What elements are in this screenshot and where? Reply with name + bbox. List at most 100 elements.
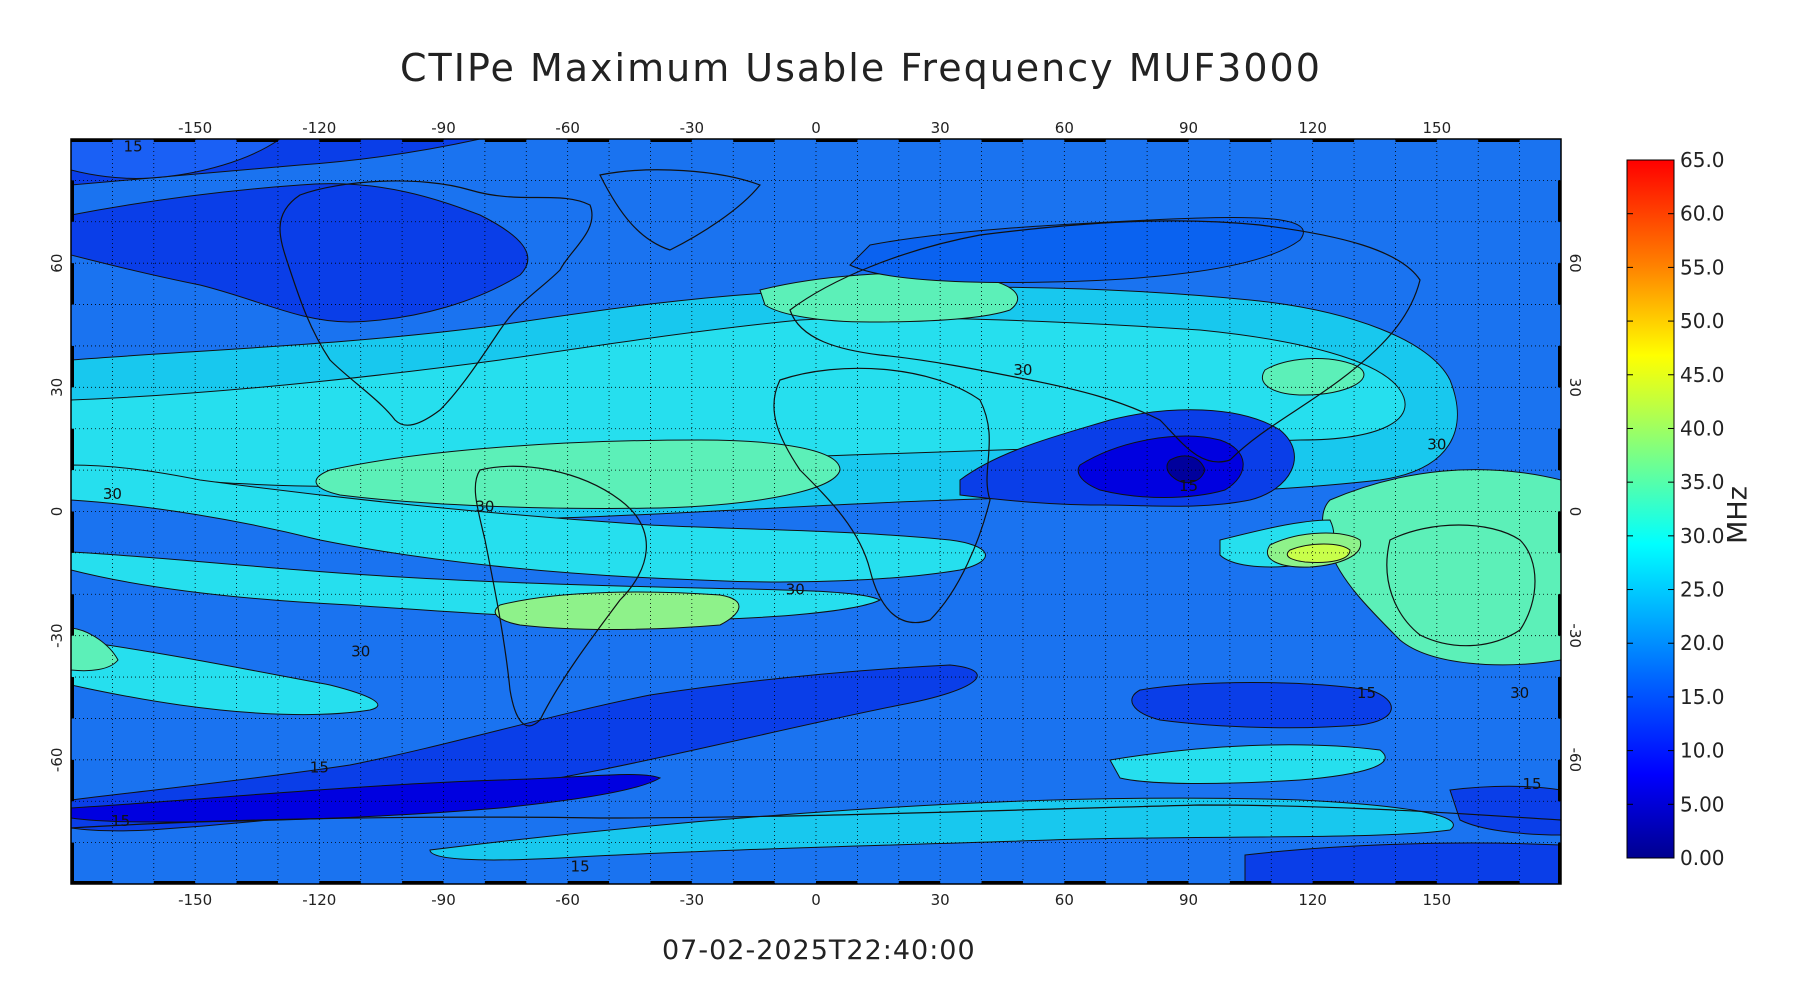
frame-tick [898,139,941,142]
lat-tick-label-right: 0 [1566,507,1584,517]
contour-label: 30 [1427,435,1446,453]
colorbar-tick-label: 55.0 [1680,255,1725,279]
contour-label: 15 [124,137,143,155]
lon-tick-label-top: 0 [811,119,821,137]
frame-tick [71,139,113,142]
frame-tick [402,881,444,884]
colorbar-tick-label: 35.0 [1680,470,1725,494]
frame-tick [816,139,858,142]
lat-tick-label-left: 0 [48,507,66,517]
colorbar-tick-label: 65.0 [1680,148,1725,172]
coastline [1386,524,1536,647]
coastline [599,169,761,251]
frame-tick [1558,180,1561,222]
lon-tick-label-top: -120 [302,119,336,137]
frame-tick [981,881,1023,884]
frame-tick [153,139,196,142]
lon-tick-label-bottom: 60 [1055,891,1074,909]
coastline [789,220,1421,463]
frame-tick [1064,881,1106,884]
lat-tick-label-right: 30 [1566,378,1584,397]
timestamp: 07-02-2025T22:40:00 [662,935,976,966]
frame-tick [71,511,74,553]
frame-tick [71,180,74,222]
frame-tick [71,345,74,388]
lon-tick-label-top: -150 [178,119,212,137]
frame-tick [71,594,74,636]
frame-tick [1064,139,1106,142]
lon-tick-label-bottom: 150 [1423,891,1452,909]
contour-label: 30 [475,498,494,516]
lat-tick-label-left: -60 [48,748,66,773]
colorbar-tick-label: 20.0 [1680,631,1725,655]
lat-tick-label-right: -60 [1566,748,1584,773]
colorbar-tick-label: 60.0 [1680,202,1725,226]
frame-tick [71,677,74,719]
contour-label: 30 [786,580,805,598]
frame-tick [1558,677,1561,719]
colorbar-unit: MHz [1722,486,1754,544]
contour-label: 15 [1522,775,1541,793]
lon-tick-label-top: 120 [1298,119,1327,137]
lon-tick-label-bottom: -90 [431,891,456,909]
colorbar-tick-label: 15.0 [1680,685,1725,709]
frame-tick [816,881,858,884]
frame-tick [319,139,361,142]
lon-tick-label-top: 150 [1423,119,1452,137]
contour-label: 15 [1179,477,1198,495]
chart-title: CTIPe Maximum Usable Frequency MUF3000 [400,46,1322,90]
frame-tick [319,881,361,884]
contour-label: 15 [571,858,590,876]
frame-tick [1229,139,1272,142]
frame-tick [1395,139,1437,142]
lon-tick-label-top: 30 [931,119,950,137]
coastline [474,465,647,727]
colorbar-tick-label: 30.0 [1680,524,1725,548]
colorbar [1626,159,1675,859]
frame-tick [71,428,74,471]
lat-tick-label-right: 60 [1566,254,1584,273]
coastline [279,180,593,426]
lon-tick-label-bottom: 0 [811,891,821,909]
frame-tick [650,881,692,884]
contour-label: 15 [111,812,130,830]
contour-region-north-low [71,183,529,323]
lat-tick-label-left: 60 [48,254,66,273]
frame-tick [1147,881,1189,884]
frame-tick [1312,881,1355,884]
lat-tick-label-right: -30 [1566,623,1584,648]
frame-tick [402,139,444,142]
colorbar-tick-label: 0.00 [1680,846,1725,870]
frame-tick [567,881,610,884]
frame-tick [733,881,775,884]
frame-tick [71,881,113,884]
lon-tick-label-top: 60 [1055,119,1074,137]
colorbar-tick-label: 5.00 [1680,792,1725,816]
colorbar-tick-label: 45.0 [1680,363,1725,387]
frame-tick [1558,263,1561,305]
frame-tick [236,881,278,884]
frame-tick [1147,139,1189,142]
frame-tick [1395,881,1437,884]
lon-tick-label-bottom: -150 [178,891,212,909]
frame-tick [153,881,196,884]
lat-tick-label-left: -30 [48,623,66,648]
colorbar-tick-label: 10.0 [1680,739,1725,763]
lat-tick-label-left: 30 [48,378,66,397]
lon-tick-label-top: -30 [680,119,705,137]
frame-tick [898,881,941,884]
frame-tick [1558,511,1561,553]
frame-tick [1558,345,1561,388]
frame-tick [1558,759,1561,802]
frame-tick [71,842,74,884]
contour-label: 30 [103,485,122,503]
lon-tick-label-bottom: 120 [1298,891,1327,909]
contour-label: 30 [351,642,370,660]
contour-label: 30 [1510,684,1529,702]
frame-tick [981,139,1023,142]
colorbar-tick-label: 50.0 [1680,309,1725,333]
lon-tick-label-bottom: -30 [680,891,705,909]
frame-tick [1478,139,1520,142]
frame-tick [650,139,692,142]
frame-tick [71,263,74,305]
